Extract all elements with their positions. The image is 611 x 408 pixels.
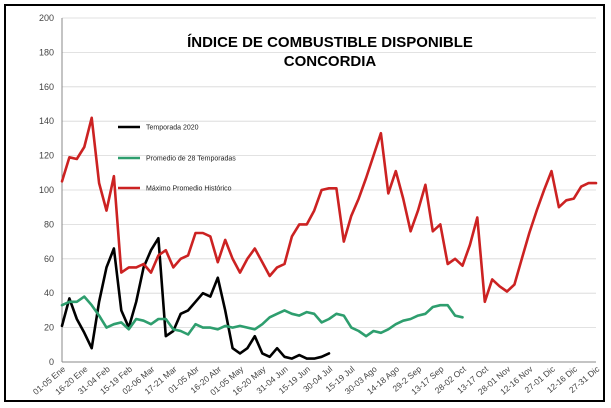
- y-tick-label: 0: [49, 357, 54, 367]
- series-line-2: [60, 295, 464, 338]
- y-tick-label: 200: [39, 13, 54, 23]
- chart-title-line1: ÍNDICE DE COMBUSTIBLE DISPONIBLE: [187, 34, 473, 51]
- y-tick-label: 100: [39, 185, 54, 195]
- legend-label: Máximo Promedio Histórico: [146, 186, 232, 193]
- y-tick-label: 160: [39, 82, 54, 92]
- y-tick-label: 60: [44, 254, 54, 264]
- y-axis: 0 20 40 60 80 100 120 140 160 180 200: [39, 13, 63, 367]
- y-tick-label: 140: [39, 116, 54, 126]
- series-group: [60, 116, 598, 360]
- y-tick-label: 20: [44, 323, 54, 333]
- y-tick-label: 40: [44, 288, 54, 298]
- series-line-1: [60, 236, 331, 360]
- chart-title-line2: CONCORDIA: [284, 53, 377, 70]
- legend: Temporada 2020 Promedio de 28 Temporadas M…: [118, 125, 236, 193]
- series-line-3: [60, 116, 598, 304]
- legend-label: Promedio de 28 Temporadas: [146, 156, 236, 163]
- legend-label: Temporada 2020: [146, 125, 199, 132]
- y-tick-label: 120: [39, 151, 54, 161]
- y-tick-label: 80: [44, 219, 54, 229]
- y-tick-label: 180: [39, 47, 54, 57]
